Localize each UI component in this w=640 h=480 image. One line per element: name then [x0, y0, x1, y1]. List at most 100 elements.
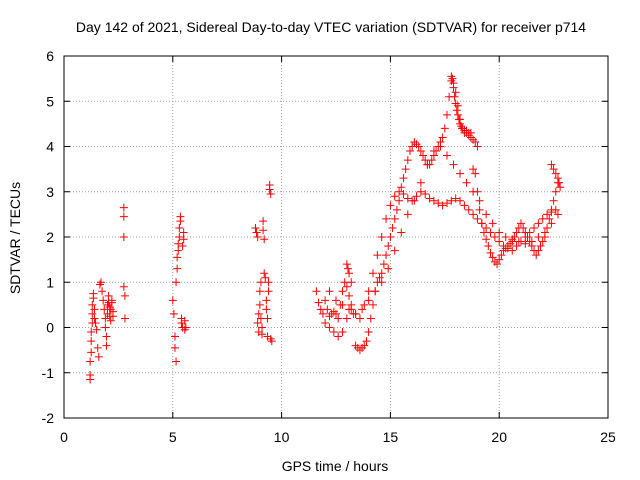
- data-point: [89, 289, 98, 298]
- data-point: [265, 185, 274, 194]
- data-point: [169, 309, 178, 318]
- data-point: [482, 235, 491, 244]
- data-point: [416, 187, 425, 196]
- data-point: [252, 228, 261, 237]
- y-tick-label: -1: [42, 365, 55, 381]
- data-point: [170, 332, 179, 341]
- data-point: [175, 223, 184, 232]
- data-point: [514, 237, 523, 246]
- data-point: [384, 242, 393, 251]
- data-point: [334, 314, 343, 323]
- data-point: [120, 314, 129, 323]
- data-point: [323, 305, 332, 314]
- data-point: [101, 323, 110, 332]
- data-point: [469, 210, 478, 219]
- x-tick-labels: 0 5 10 15 20 25: [60, 429, 616, 445]
- y-tick-label: 1: [46, 274, 54, 290]
- data-point: [120, 291, 129, 300]
- data-point: [343, 264, 352, 273]
- data-point: [176, 212, 185, 221]
- data-point: [377, 233, 386, 241]
- data-point: [429, 147, 438, 156]
- data-point: [108, 312, 117, 321]
- data-point: [371, 287, 380, 296]
- data-point: [405, 147, 414, 156]
- x-tick-label: 5: [169, 429, 177, 445]
- y-tick-label: 0: [46, 320, 54, 336]
- data-point: [547, 160, 556, 169]
- data-point: [172, 278, 181, 287]
- data-point: [377, 278, 386, 287]
- data-point: [329, 328, 338, 337]
- data-point: [493, 260, 502, 269]
- data-point: [96, 278, 105, 287]
- data-point: [386, 233, 395, 241]
- data-point: [440, 124, 449, 133]
- data-point: [469, 135, 478, 144]
- data-point: [506, 239, 515, 248]
- data-point: [447, 196, 456, 205]
- data-point: [456, 119, 465, 128]
- data-point: [86, 371, 95, 380]
- data-point: [410, 137, 419, 146]
- data-point: [338, 328, 347, 337]
- data-point: [119, 203, 128, 212]
- data-point: [351, 309, 360, 318]
- data-point: [399, 174, 408, 183]
- data-point: [338, 287, 347, 296]
- data-point: [482, 210, 491, 219]
- data-point: [495, 237, 504, 246]
- data-point: [403, 194, 412, 203]
- chart-title: Day 142 of 2021, Sidereal Day-to-day VTE…: [76, 19, 586, 35]
- data-point: [395, 187, 404, 196]
- data-point: [490, 257, 499, 266]
- data-point: [540, 228, 549, 237]
- data-point: [94, 352, 103, 361]
- data-point: [458, 124, 467, 133]
- y-tick-label: 5: [46, 93, 54, 109]
- data-point: [260, 269, 269, 278]
- data-point: [447, 72, 456, 81]
- data-point: [92, 325, 101, 334]
- data-point: [264, 287, 273, 296]
- data-point: [342, 314, 351, 323]
- data-point: [454, 115, 463, 124]
- data-point: [87, 348, 96, 357]
- data-point: [254, 309, 263, 318]
- data-point: [397, 228, 406, 237]
- data-point: [355, 346, 364, 355]
- data-point: [314, 298, 323, 307]
- data-point: [318, 309, 327, 318]
- data-point: [538, 237, 547, 246]
- data-point: [488, 219, 497, 228]
- data-point: [262, 305, 271, 314]
- data-point: [434, 199, 443, 208]
- data-point: [543, 223, 552, 232]
- data-point: [495, 255, 504, 264]
- data-point: [88, 300, 97, 309]
- data-point: [423, 160, 432, 169]
- data-point: [180, 316, 189, 325]
- data-point: [312, 287, 321, 296]
- data-point: [347, 278, 356, 287]
- data-point: [107, 296, 116, 305]
- data-point: [553, 210, 562, 219]
- data-point: [464, 205, 473, 214]
- data-point: [175, 233, 184, 241]
- data-point: [536, 242, 545, 251]
- data-point: [527, 237, 536, 246]
- data-point: [388, 223, 397, 232]
- x-tick-label: 10: [274, 429, 290, 445]
- data-point: [401, 165, 410, 174]
- data-point: [452, 106, 461, 115]
- data-point: [555, 178, 564, 187]
- data-point: [508, 235, 517, 244]
- data-point: [490, 233, 499, 241]
- data-point: [382, 251, 391, 260]
- data-point: [368, 269, 377, 278]
- data-point: [442, 110, 451, 119]
- data-point: [412, 192, 421, 201]
- data-point: [471, 137, 480, 146]
- data-point: [91, 318, 100, 327]
